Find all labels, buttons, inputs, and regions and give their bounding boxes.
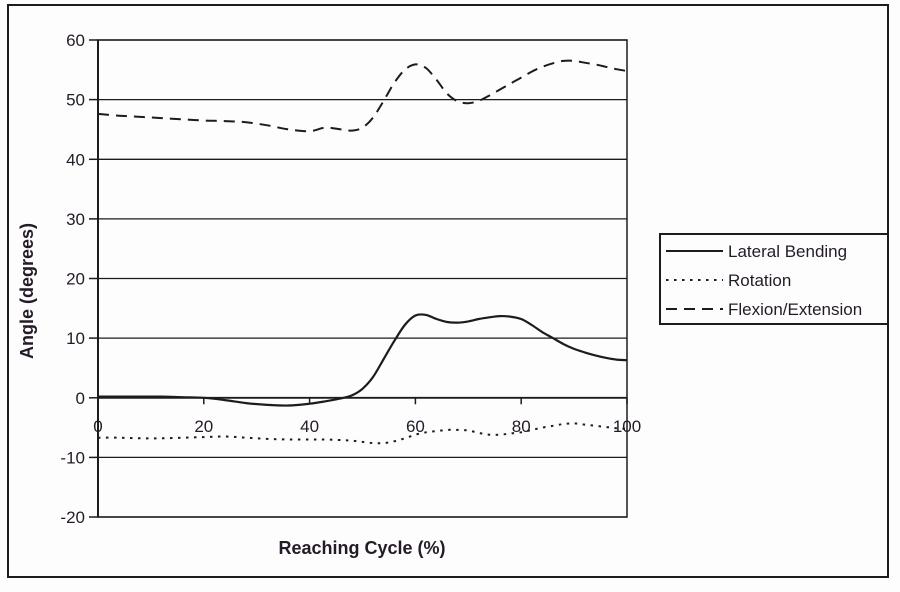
series-line-flexion-extension	[97, 59, 628, 133]
y-tick-label: 40	[66, 150, 85, 169]
x-axis-ticks	[97, 397, 628, 405]
x-axis-title: Reaching Cycle (%)	[278, 538, 445, 558]
y-tick-label: -10	[60, 448, 85, 467]
x-tick-label: 100	[613, 417, 641, 436]
x-axis-tick-labels: 0 20 40 60 80 100	[93, 417, 641, 436]
legend-label-rotation: Rotation	[728, 271, 791, 290]
y-tick-label: 10	[66, 329, 85, 348]
y-axis-ticks	[89, 39, 98, 518]
series-lines	[97, 59, 628, 445]
y-tick-label: -20	[60, 508, 85, 527]
y-tick-label: 0	[76, 389, 85, 408]
x-tick-label: 40	[300, 417, 319, 436]
legend-label-lateral-bending: Lateral Bending	[728, 242, 847, 261]
legend: Lateral Bending Rotation Flexion/Extension	[659, 233, 889, 325]
y-tick-label: 50	[66, 91, 85, 110]
series-line-rotation	[97, 422, 628, 445]
y-tick-label: 60	[66, 31, 85, 50]
y-axis-title: Angle (degrees)	[17, 223, 37, 359]
x-tick-label: 80	[512, 417, 531, 436]
gridlines	[97, 39, 627, 518]
x-tick-label: 0	[93, 417, 102, 436]
legend-label-flexion-extension: Flexion/Extension	[728, 300, 862, 319]
x-tick-label: 60	[406, 417, 425, 436]
series-line-lateral-bending	[97, 313, 628, 407]
y-tick-label: 30	[66, 210, 85, 229]
y-tick-label: 20	[66, 270, 85, 289]
x-tick-label: 20	[194, 417, 213, 436]
y-axis-tick-labels: 60 50 40 30 20 10 0 -10 -20	[60, 31, 85, 527]
